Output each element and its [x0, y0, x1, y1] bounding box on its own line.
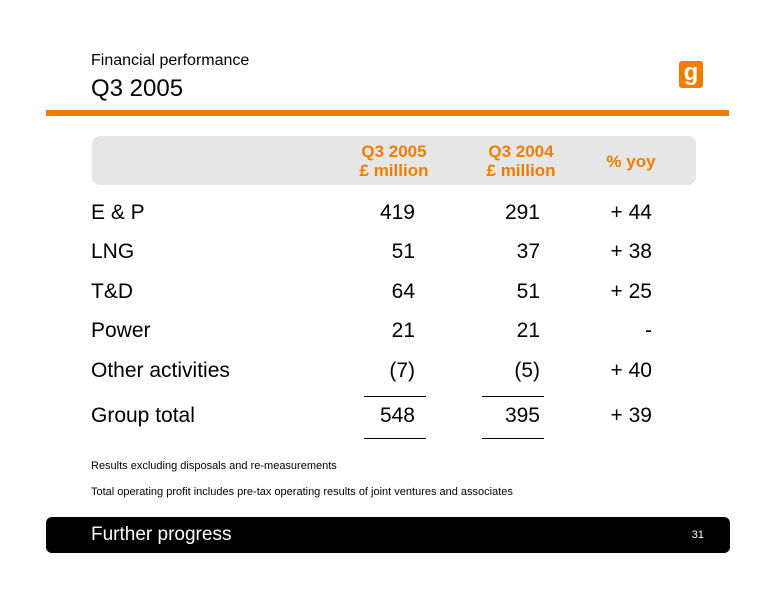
cell-q3-2004: 51 [516, 280, 540, 303]
header-subtitle: Financial performance [91, 52, 250, 69]
row-label: LNG [91, 240, 135, 263]
total-underline-bottom-2 [482, 438, 544, 439]
page-title: Q3 2005 [91, 75, 184, 102]
cell-yoy: + 40 [610, 359, 652, 382]
cell-q3-2004: (5) [514, 359, 540, 382]
cell-q3-2005: 51 [391, 240, 415, 263]
cell-yoy: - [645, 319, 652, 342]
total-underline-top-1 [364, 396, 426, 397]
cell-yoy: + 25 [610, 280, 652, 303]
brand-logo: g [679, 61, 703, 88]
cell-q3-2005: 21 [391, 319, 415, 342]
table-row: Other activities (7) (5) + 40 [0, 359, 776, 389]
cell-q3-2004: 291 [504, 201, 540, 224]
note-1: Results excluding disposals and re-measu… [91, 460, 337, 472]
cell-q3-2005: 548 [379, 404, 415, 427]
total-underline-top-2 [482, 396, 544, 397]
cell-q3-2005: 64 [391, 280, 415, 303]
table-row: Power 21 21 - [0, 319, 776, 349]
cell-yoy: + 39 [610, 404, 652, 427]
page-number: 31 [691, 529, 704, 541]
row-label: T&D [91, 280, 133, 303]
cell-yoy: + 38 [610, 240, 652, 263]
total-underline-bottom-1 [364, 438, 426, 439]
accent-rule [46, 110, 729, 116]
footer-text: Further progress [91, 524, 232, 545]
table-row: T&D 64 51 + 25 [0, 280, 776, 310]
cell-q3-2005: 419 [379, 201, 415, 224]
table-row-total: Group total 548 395 + 39 [0, 404, 776, 434]
row-label: Other activities [91, 359, 230, 382]
row-label: Group total [91, 404, 195, 427]
table-header: Q3 2005 £ million Q3 2004 £ million % yo… [92, 136, 696, 185]
cell-q3-2004: 37 [516, 240, 540, 263]
table-row: E & P 419 291 + 44 [0, 201, 776, 231]
row-label: E & P [91, 201, 145, 224]
cell-q3-2004: 21 [516, 319, 540, 342]
column-header-q3-2005: Q3 2005 £ million [359, 142, 429, 180]
footer-bar: Further progress 31 [46, 517, 730, 553]
table-row: LNG 51 37 + 38 [0, 240, 776, 270]
cell-q3-2004: 395 [504, 404, 540, 427]
column-header-q3-2004: Q3 2004 £ million [486, 142, 556, 180]
note-2: Total operating profit includes pre-tax … [91, 486, 513, 498]
cell-yoy: + 44 [610, 201, 652, 224]
cell-q3-2005: (7) [389, 359, 415, 382]
row-label: Power [91, 319, 151, 342]
column-header-yoy: % yoy [606, 152, 656, 171]
